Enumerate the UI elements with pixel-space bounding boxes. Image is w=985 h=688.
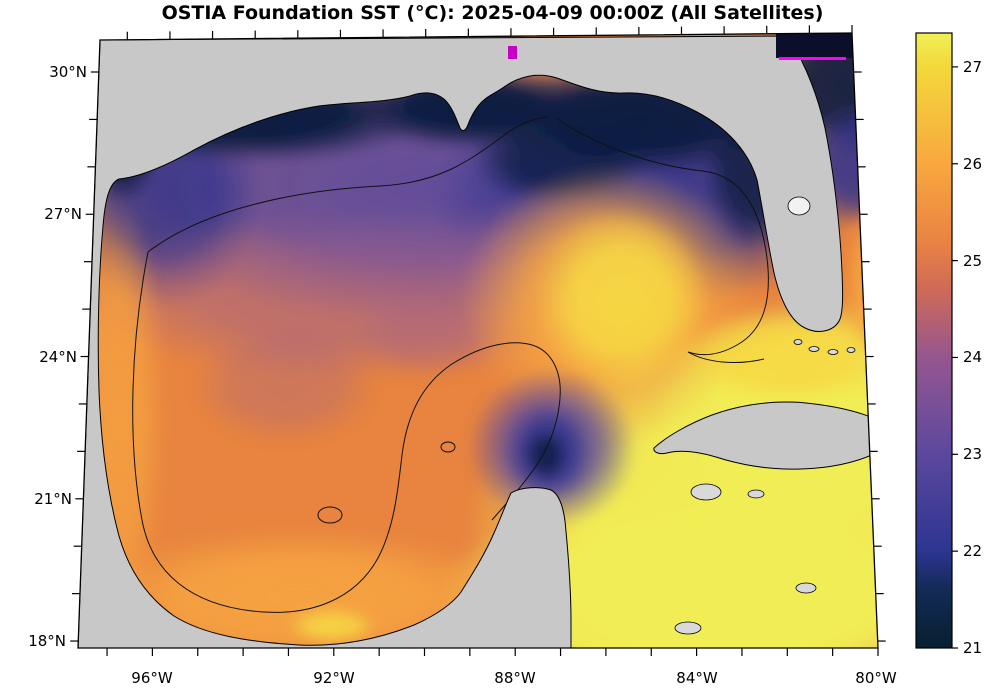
map-canvas xyxy=(78,33,878,648)
caribbean-cay-2 xyxy=(795,582,817,594)
colorbar-label-23: 23 xyxy=(963,445,982,463)
lon-label-88w: 88°W xyxy=(494,669,536,687)
lake-okeechobee xyxy=(787,196,811,216)
lon-label-92w: 92°W xyxy=(313,669,355,687)
lon-label-84w: 84°W xyxy=(676,669,718,687)
colorbar-label-24: 24 xyxy=(963,348,982,366)
shelf-contour-basin xyxy=(132,251,561,613)
colorbar-label-21: 21 xyxy=(963,639,982,657)
isla-juventud xyxy=(690,483,722,501)
caribbean-cay-1 xyxy=(674,621,702,635)
florida-keys-2 xyxy=(808,346,820,352)
colorbar-ticks xyxy=(952,66,958,649)
land-bahamas-bank-2 xyxy=(866,145,878,187)
lat-label-30n: 30°N xyxy=(49,63,87,81)
axis-ticks xyxy=(70,25,886,656)
land-north-america-mexico xyxy=(78,35,844,648)
colorbar-label-22: 22 xyxy=(963,542,982,560)
magenta-coastal-marker xyxy=(508,46,517,59)
contour-loop-small-1 xyxy=(317,506,343,524)
florida-keys-4 xyxy=(846,347,856,353)
lon-label-96w: 96°W xyxy=(131,669,173,687)
colorbar-label-25: 25 xyxy=(963,252,982,270)
contour-loop-small-2 xyxy=(440,441,456,453)
shelf-contour-northeast xyxy=(555,117,769,364)
shelf-contour-west-north xyxy=(147,116,549,253)
colorbar-label-27: 27 xyxy=(963,58,982,76)
colorbar xyxy=(915,32,953,649)
figure-title: OSTIA Foundation SST (°C): 2025-04-09 00… xyxy=(161,2,824,24)
colorbar-label-26: 26 xyxy=(963,155,982,173)
lat-label-21n: 21°N xyxy=(34,490,72,508)
cay-south-cuba xyxy=(747,489,765,499)
lat-label-18n: 18°N xyxy=(28,632,66,650)
land-cuba xyxy=(653,401,878,470)
florida-keys-3 xyxy=(827,349,839,355)
land-bahamas-bank-1 xyxy=(861,91,878,133)
florida-keys-1 xyxy=(793,339,803,345)
lat-label-27n: 27°N xyxy=(44,205,82,223)
lon-label-80w: 80°W xyxy=(855,669,897,687)
no-data-block xyxy=(776,33,878,58)
lat-label-24n: 24°N xyxy=(39,348,77,366)
